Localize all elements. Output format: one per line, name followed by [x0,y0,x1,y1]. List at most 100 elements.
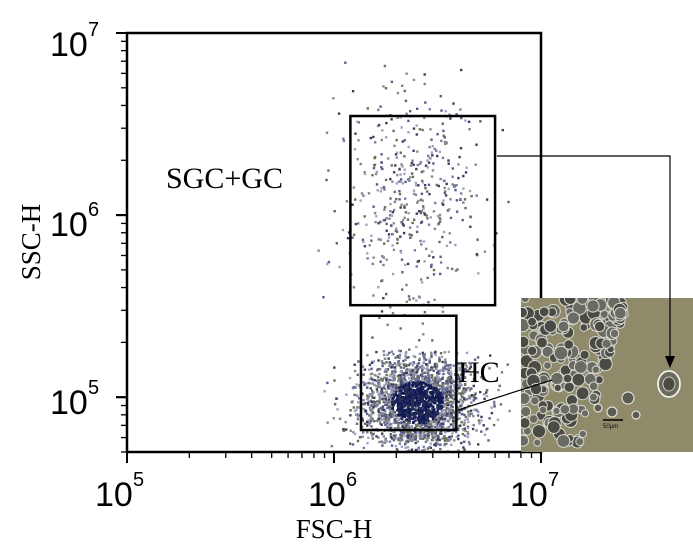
event-point [416,163,419,167]
event-point [429,157,432,160]
event-point [420,192,424,195]
event-point [422,431,426,434]
event-point [356,373,359,376]
event-point [398,364,401,367]
micrograph-cell [586,299,600,313]
y-tick-label-exp: 5 [88,377,99,399]
event-point [418,403,421,406]
event-point [363,170,366,174]
event-point [479,390,482,394]
event-point [401,271,404,274]
event-point [430,380,433,384]
event-point [391,364,394,367]
event-point [358,436,362,439]
event-point [462,187,465,190]
event-point [463,419,466,422]
event-point [499,403,503,406]
event-point [381,396,385,399]
event-point [441,385,444,388]
event-point [401,421,404,425]
micrograph-cell [521,335,530,349]
event-point [452,422,455,425]
event-point [416,402,419,405]
event-point [462,446,465,449]
event-point [427,223,431,226]
event-point [501,128,504,132]
event-point [391,409,395,412]
event-point [424,405,427,409]
event-point [425,391,428,394]
event-point [421,322,424,325]
connectors [457,155,675,411]
event-point [383,384,386,387]
micrograph-cell [576,298,589,305]
event-point [377,410,381,413]
event-point [445,398,448,401]
x-tick-labels: 10 5 10 6 10 7 [95,469,559,514]
event-point [419,239,422,243]
event-point [428,409,432,412]
event-point [468,397,472,400]
event-point [398,421,402,425]
event-point [421,179,424,183]
event-point [466,426,470,430]
event-point [433,147,436,151]
event-point [438,419,441,422]
event-point [395,182,399,185]
event-point [430,422,433,426]
event-point [378,394,381,397]
event-point [398,427,401,430]
event-point [345,428,348,431]
event-point [394,368,397,371]
event-point [417,446,420,449]
event-point [406,383,409,387]
event-point [379,406,383,410]
event-point [438,213,442,217]
event-point [433,389,436,392]
event-point [389,422,393,426]
event-point [435,413,438,416]
event-point [417,184,420,187]
event-point [470,401,473,404]
event-point [429,404,432,407]
event-point [389,202,392,206]
event-point [395,363,398,367]
event-point [326,381,329,385]
event-point [432,420,435,424]
event-point [445,381,449,384]
event-point [461,428,465,431]
event-point [369,372,373,376]
event-point [452,398,455,401]
event-point [422,402,425,405]
y-tick-labels: 10 5 10 6 10 7 [50,19,99,422]
event-point [381,432,384,435]
y-tick-label-exp: 7 [88,19,99,41]
event-point [423,448,426,451]
event-point [412,369,415,372]
event-point [352,186,356,189]
event-point [408,430,412,433]
event-point [472,414,475,418]
event-point [428,422,431,426]
event-point [449,216,453,220]
event-point [383,206,387,209]
event-point [428,145,431,149]
event-point [368,406,372,409]
event-point [441,156,445,160]
event-point [401,182,404,185]
event-point [414,430,417,434]
event-point [429,402,433,405]
event-point [395,386,398,389]
event-point [336,408,339,411]
event-point [384,397,387,401]
event-point [370,395,374,398]
event-point [444,365,447,368]
event-point [422,388,425,391]
event-point [453,391,457,395]
event-point [414,366,417,369]
event-point [422,240,426,243]
event-point [438,372,441,375]
event-point [444,190,447,193]
event-point [412,192,416,196]
event-point [444,361,447,364]
